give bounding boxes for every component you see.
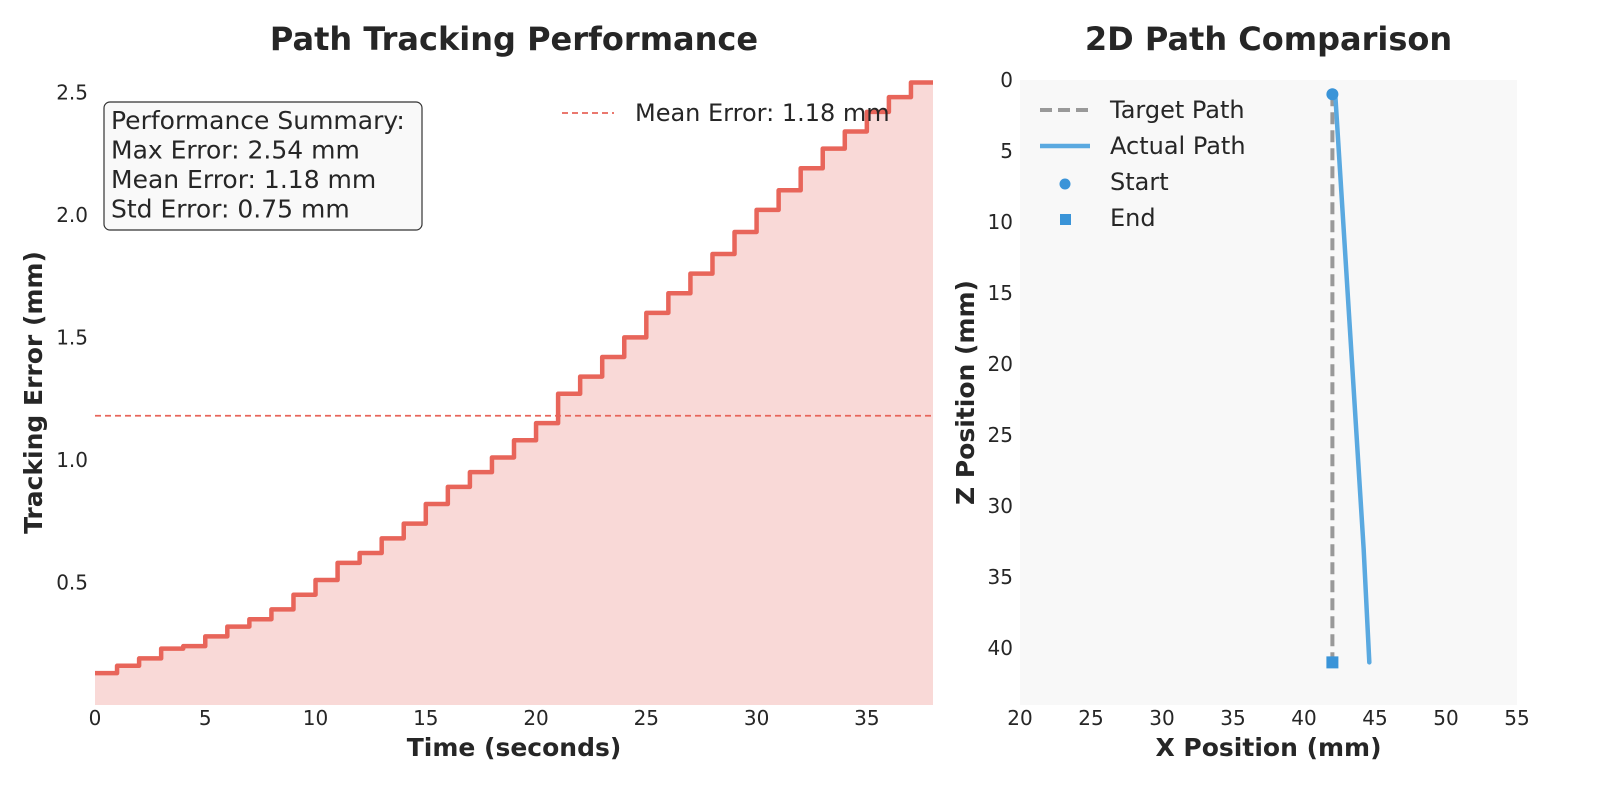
x-tick-label: 15 bbox=[413, 706, 438, 730]
legend-mean-error-label: Mean Error: 1.18 mm bbox=[635, 99, 890, 127]
legend-start-swatch bbox=[1059, 178, 1071, 190]
x-tick-label: 20 bbox=[1007, 706, 1032, 730]
right-chart: 2D Path Comparison X Position (mm) Z Posit… bbox=[951, 20, 1530, 762]
y-tick-label: 40 bbox=[988, 636, 1013, 660]
y-tick-label: 25 bbox=[988, 423, 1013, 447]
y-axis-label: Tracking Error (mm) bbox=[19, 251, 48, 534]
x-tick-label: 30 bbox=[1149, 706, 1174, 730]
start-marker bbox=[1326, 88, 1339, 101]
end-marker bbox=[1326, 656, 1339, 669]
y-tick-label: 30 bbox=[988, 494, 1013, 518]
y-tick-label: 20 bbox=[988, 352, 1013, 376]
chart-title: Path Tracking Performance bbox=[270, 20, 758, 58]
actual-path-line bbox=[1332, 91, 1372, 665]
legend-end-swatch bbox=[1060, 214, 1071, 225]
left-chart: Path Tracking Performance Time (seconds) T… bbox=[19, 20, 933, 762]
error-fill-area bbox=[95, 82, 933, 705]
legend-end-label: End bbox=[1110, 204, 1156, 232]
y-tick-label: 2.5 bbox=[56, 80, 88, 104]
summary-line: Max Error: 2.54 mm bbox=[111, 136, 360, 165]
x-tick-label: 25 bbox=[1078, 706, 1103, 730]
x-tick-label: 30 bbox=[744, 706, 769, 730]
y-tick-label: 10 bbox=[988, 210, 1013, 234]
tracking-error-line bbox=[95, 80, 933, 676]
y-tick-label: 1.0 bbox=[56, 448, 88, 472]
plot-background bbox=[1020, 80, 1517, 705]
x-tick-label: 25 bbox=[634, 706, 659, 730]
y-tick-label: 0.5 bbox=[56, 570, 88, 594]
x-tick-label: 40 bbox=[1291, 706, 1316, 730]
x-tick-label: 45 bbox=[1362, 706, 1387, 730]
x-tick-label: 55 bbox=[1504, 706, 1529, 730]
x-tick-label: 50 bbox=[1433, 706, 1458, 730]
summary-box bbox=[103, 101, 423, 231]
summary-line: Std Error: 0.75 mm bbox=[111, 195, 350, 224]
y-axis-label: Z Position (mm) bbox=[951, 280, 980, 505]
x-tick-label: 10 bbox=[303, 706, 328, 730]
summary-line: Performance Summary: bbox=[111, 106, 405, 135]
x-axis-label: X Position (mm) bbox=[1155, 733, 1381, 762]
y-tick-label: 5 bbox=[1000, 139, 1013, 163]
x-tick-label: 0 bbox=[89, 706, 102, 730]
y-tick-label: 35 bbox=[988, 565, 1013, 589]
legend-start-label: Start bbox=[1110, 168, 1169, 196]
legend-actual-label: Actual Path bbox=[1110, 132, 1246, 160]
y-tick-label: 2.0 bbox=[56, 203, 88, 227]
x-tick-label: 5 bbox=[199, 706, 212, 730]
x-tick-label: 35 bbox=[854, 706, 879, 730]
y-tick-label: 0 bbox=[1000, 68, 1013, 92]
summary-line: Mean Error: 1.18 mm bbox=[111, 165, 376, 194]
legend-target-label: Target Path bbox=[1109, 96, 1245, 124]
x-tick-label: 20 bbox=[523, 706, 548, 730]
chart-title: 2D Path Comparison bbox=[1085, 20, 1452, 58]
y-tick-label: 1.5 bbox=[56, 325, 88, 349]
y-tick-label: 15 bbox=[988, 281, 1013, 305]
x-tick-label: 35 bbox=[1220, 706, 1245, 730]
x-axis-label: Time (seconds) bbox=[407, 733, 622, 762]
